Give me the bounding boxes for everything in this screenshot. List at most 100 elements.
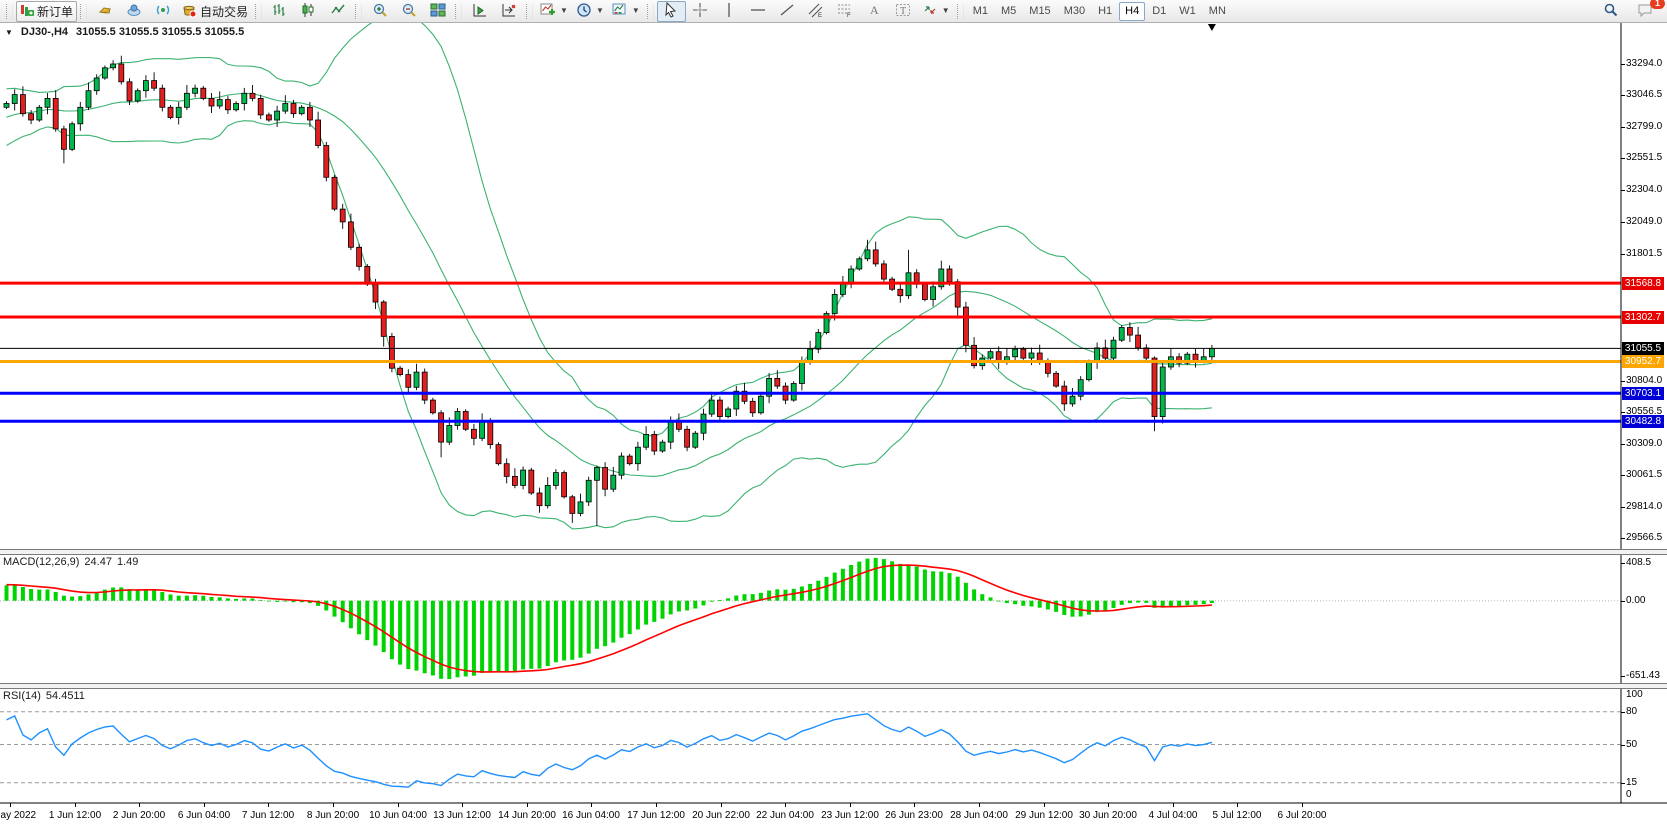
toolbar-grip[interactable] xyxy=(355,3,363,19)
add-indicator-button[interactable]: ▼ xyxy=(536,1,572,22)
window-collapse-icon[interactable]: ▼ xyxy=(5,27,13,37)
macd-pane-divider[interactable] xyxy=(0,549,1667,555)
template-button[interactable]: ▼ xyxy=(608,1,644,22)
timeframe-button-m5[interactable]: M5 xyxy=(1001,5,1017,17)
toolbar-grip[interactable] xyxy=(255,3,263,19)
time-axis-label: 30 Jun 20:00 xyxy=(1079,810,1137,821)
community-button[interactable] xyxy=(119,1,148,22)
timeframe-button-m15[interactable]: M15 xyxy=(1029,5,1051,17)
price-axis-label: 30061.5 xyxy=(1626,469,1663,480)
toolbar-grip[interactable] xyxy=(455,3,463,19)
rsi-pane-divider[interactable] xyxy=(0,683,1667,689)
text-label-tool-button[interactable]: T xyxy=(889,1,918,22)
crosshair-icon xyxy=(692,2,708,21)
time-axis-label: 2 Jun 20:00 xyxy=(112,810,166,821)
bar-chart-button[interactable] xyxy=(265,1,294,22)
new-order-label: 新订单 xyxy=(37,4,74,19)
line-chart-button[interactable] xyxy=(323,1,352,22)
price-axis-label: 31801.5 xyxy=(1626,247,1663,259)
signals-button[interactable] xyxy=(148,1,177,22)
channel-tool-button[interactable]: E xyxy=(802,1,831,22)
price-axis-label: 32304.0 xyxy=(1626,183,1663,195)
cursor-tool-button[interactable] xyxy=(656,0,686,22)
rsi-level-label: 50 xyxy=(1626,738,1638,750)
auto-trading-icon xyxy=(181,2,197,21)
periods-button[interactable]: ▼ xyxy=(572,1,608,22)
macd-main-value: 24.47 xyxy=(84,556,112,568)
toolbar-right-group: 1 xyxy=(1596,0,1665,22)
time-axis-label: 6 Jun 04:00 xyxy=(177,810,231,821)
trendline-tool-button[interactable] xyxy=(773,1,802,22)
arrows-tool-button[interactable]: ▼ xyxy=(918,1,954,22)
chart-title: ▼ DJ30-,H4 31055.5 31055.5 31055.5 31055… xyxy=(5,26,244,38)
text-tool-button[interactable]: A xyxy=(860,1,889,22)
axis-tick-mark xyxy=(1621,126,1625,128)
timeframe-button-d1[interactable]: D1 xyxy=(1152,5,1167,17)
tile-windows-button[interactable] xyxy=(423,1,452,22)
timeframe-button-w1[interactable]: W1 xyxy=(1179,5,1196,17)
axis-tick-mark xyxy=(1621,95,1625,96)
gold-button[interactable] xyxy=(90,1,119,22)
time-tick-mark xyxy=(914,803,915,807)
price-axis-label: 32799.0 xyxy=(1626,120,1663,132)
search-button[interactable] xyxy=(1596,1,1625,22)
timeframe-button-mn[interactable]: MN xyxy=(1208,5,1226,17)
axis-tick-mark xyxy=(1621,412,1625,413)
shift-indent-button[interactable] xyxy=(494,1,523,22)
time-axis-label: 17 Jun 12:00 xyxy=(627,810,685,821)
candle-chart-button[interactable] xyxy=(294,1,323,22)
rsi-axis-bottom: 0 xyxy=(1626,789,1632,800)
new-order-button[interactable]: 新订单 xyxy=(16,0,78,22)
trendline-icon xyxy=(779,2,795,21)
time-axis-label: 5 Jul 12:00 xyxy=(1212,810,1262,821)
time-axis-label: 20 Jun 22:00 xyxy=(692,810,750,821)
shift-end-icon xyxy=(472,2,488,21)
time-tick-mark xyxy=(1237,803,1238,807)
vline-tool-button[interactable] xyxy=(715,1,744,22)
timeframe-button-m30[interactable]: M30 xyxy=(1063,5,1086,17)
arrows-icon xyxy=(922,2,938,21)
timeframe-button-h4[interactable]: H4 xyxy=(1119,1,1146,21)
chat-button[interactable]: 1 xyxy=(1631,0,1665,22)
rsi-level-label: 15 xyxy=(1626,776,1638,788)
zoom-out-button[interactable] xyxy=(394,1,423,22)
community-icon xyxy=(126,2,142,21)
shift-end-button[interactable] xyxy=(465,1,494,22)
svg-text:E: E xyxy=(818,13,822,18)
time-axis-label: 16 Jun 04:00 xyxy=(562,810,620,821)
time-axis-label: 23 Jun 12:00 xyxy=(821,810,879,821)
candle-chart-icon xyxy=(301,2,317,21)
time-axis-label: 22 Jun 04:00 xyxy=(756,810,814,821)
time-axis-label: 4 Jul 04:00 xyxy=(1148,810,1198,821)
fibonacci-tool-button[interactable]: F xyxy=(831,1,860,22)
hline-tool-button[interactable] xyxy=(744,1,773,22)
macd-name: MACD(12,26,9) xyxy=(3,556,80,568)
axis-tick-mark xyxy=(1621,222,1625,223)
toolbar-grip[interactable] xyxy=(956,3,964,19)
svg-text:F: F xyxy=(847,13,851,18)
crosshair-tool-button[interactable] xyxy=(686,1,715,22)
toolbar-grip[interactable] xyxy=(526,3,534,19)
price-axis-label: 33294.0 xyxy=(1626,57,1663,69)
time-axis-label: 6 Jul 20:00 xyxy=(1277,810,1327,821)
macd-axis-max: 408.5 xyxy=(1626,557,1652,568)
shift-indent-icon xyxy=(501,2,517,21)
rsi-value: 54.4511 xyxy=(45,690,85,702)
line-chart-icon xyxy=(330,2,346,21)
timeframe-button-m1[interactable]: M1 xyxy=(972,5,988,17)
time-tick-mark xyxy=(1044,803,1045,807)
time-tick-mark xyxy=(785,803,786,807)
toolbar-grip[interactable] xyxy=(80,3,88,19)
zoom-in-button[interactable] xyxy=(365,1,394,22)
auto-trading-button[interactable]: 自动交易 xyxy=(177,1,252,22)
price-axis-label: 30804.0 xyxy=(1626,374,1663,386)
time-axis-label: 13 Jun 12:00 xyxy=(433,810,491,821)
time-tick-mark xyxy=(527,803,528,807)
timeframe-button-h1[interactable]: H1 xyxy=(1098,5,1113,17)
toolbar-grip[interactable] xyxy=(646,3,654,19)
macd-axis-zero: 0.00 xyxy=(1626,594,1646,606)
time-tick-mark xyxy=(1108,803,1109,807)
toolbar-grip[interactable] xyxy=(6,3,13,19)
